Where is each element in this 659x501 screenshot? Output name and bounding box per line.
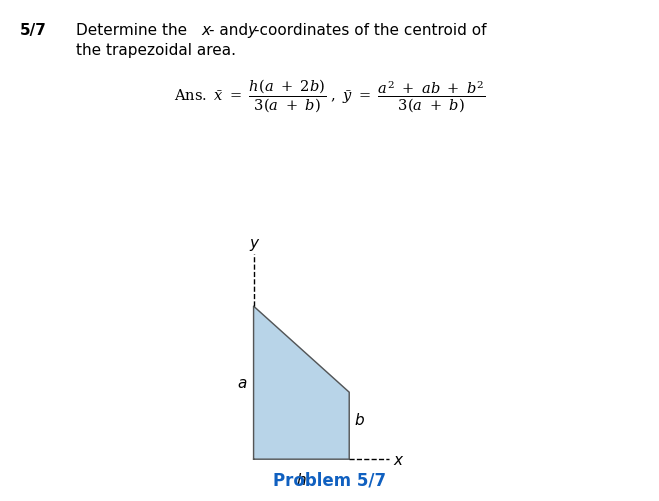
Text: a: a	[237, 375, 247, 390]
Text: Problem 5/7: Problem 5/7	[273, 470, 386, 488]
Text: x: x	[393, 452, 402, 467]
Text: the trapezoidal area.: the trapezoidal area.	[76, 43, 236, 58]
Text: $\mathrm{Ans.}\ \bar{x}\ =\ \dfrac{h(a\ +\ 2b)}{3(a\ +\ b)}$$\ ,\ \bar{y}\ =\ \d: $\mathrm{Ans.}\ \bar{x}\ =\ \dfrac{h(a\ …	[173, 78, 486, 115]
Text: b: b	[354, 412, 364, 427]
Text: -coordinates of the centroid of: -coordinates of the centroid of	[254, 23, 487, 38]
Text: y: y	[249, 235, 258, 250]
Text: y: y	[247, 23, 256, 38]
Text: 5/7: 5/7	[20, 23, 47, 38]
Text: h: h	[297, 471, 306, 486]
Text: - and: - and	[209, 23, 253, 38]
Polygon shape	[254, 307, 349, 459]
Text: Determine the: Determine the	[76, 23, 192, 38]
Text: x: x	[201, 23, 210, 38]
